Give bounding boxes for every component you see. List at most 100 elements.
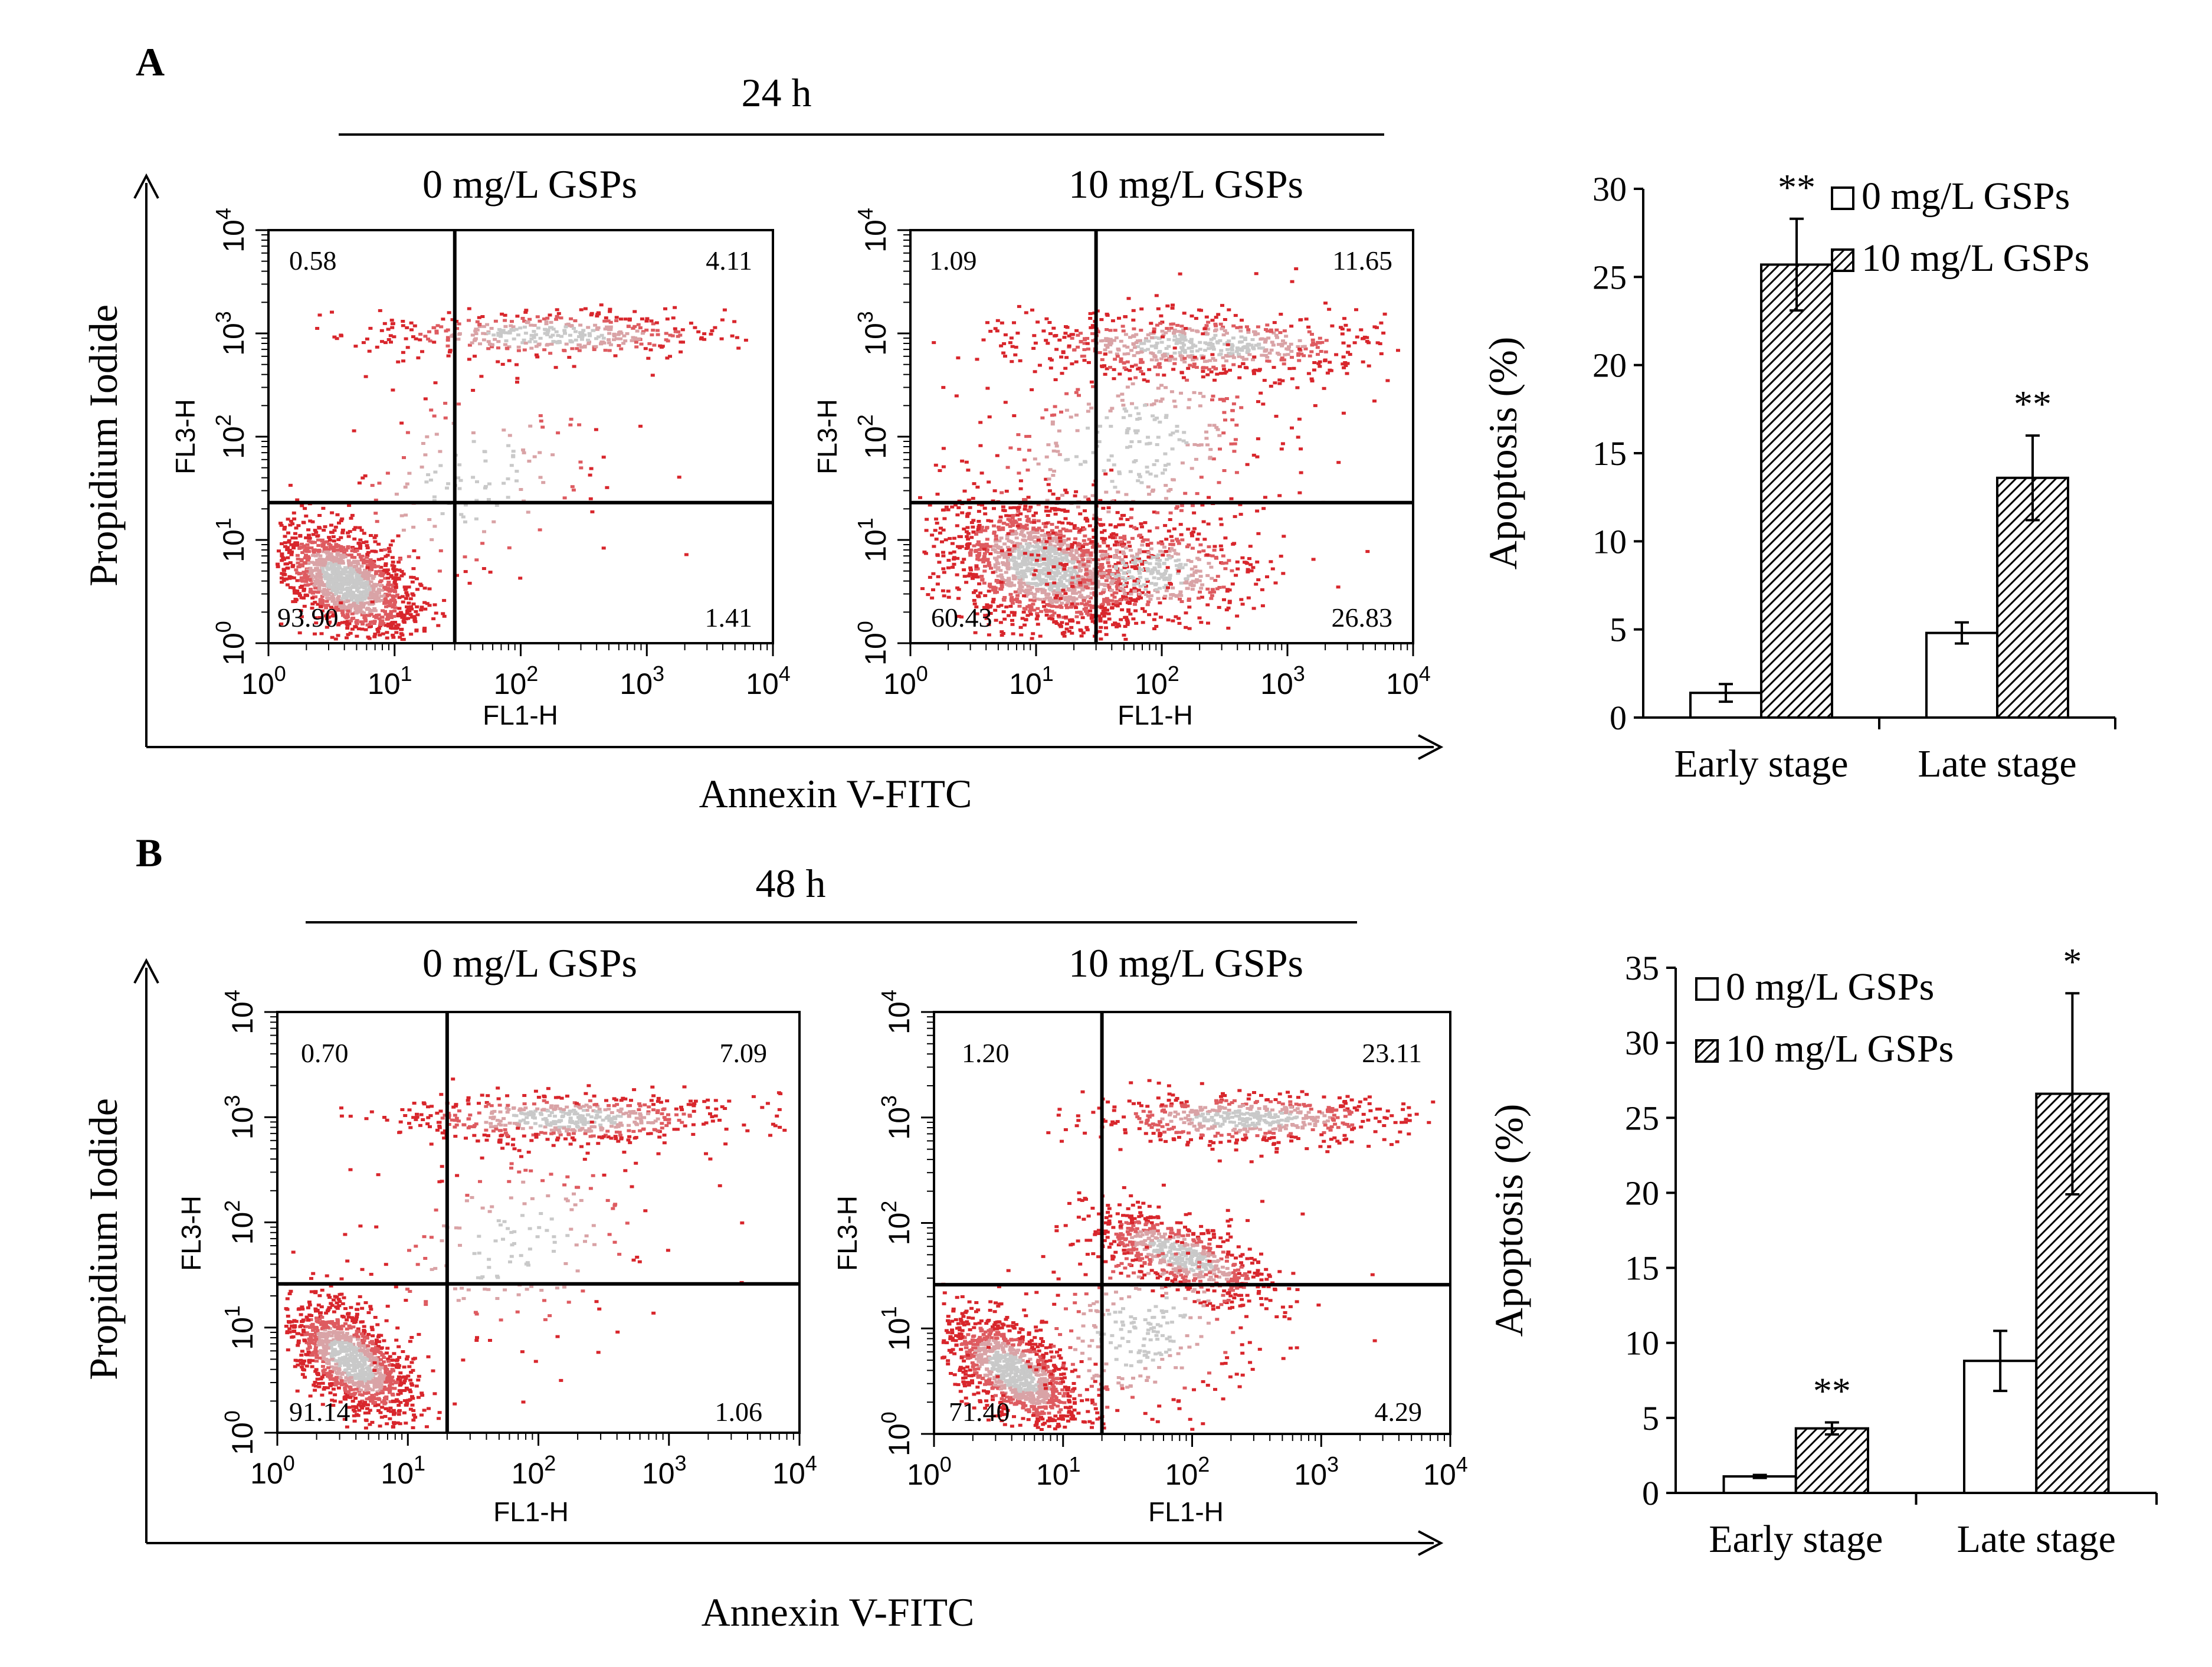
event-dot	[1139, 361, 1143, 364]
event-dot	[1168, 511, 1173, 515]
event-dot	[1152, 618, 1156, 621]
event-dot	[1086, 348, 1090, 351]
event-dot	[502, 482, 506, 485]
event-dot	[1070, 618, 1074, 621]
event-dot	[1120, 608, 1125, 611]
event-dot	[993, 563, 998, 566]
event-dot	[1079, 613, 1084, 616]
event-dot	[332, 549, 336, 553]
event-dot	[1053, 556, 1058, 559]
event-dot	[1181, 330, 1185, 334]
event-dot	[1131, 342, 1136, 345]
event-dot	[1011, 514, 1015, 517]
event-dot	[1012, 611, 1017, 614]
event-dot	[946, 559, 951, 562]
event-dot	[1137, 566, 1142, 569]
event-dot	[1158, 365, 1162, 369]
event-dot	[1224, 608, 1229, 611]
event-dot	[996, 551, 1001, 554]
event-dot	[1207, 424, 1212, 427]
event-dot	[313, 587, 317, 589]
event-dot	[1104, 490, 1109, 494]
event-dot	[1210, 588, 1215, 591]
event-dot	[622, 334, 627, 338]
event-dot	[976, 528, 981, 531]
event-dot	[1101, 506, 1106, 510]
event-dot	[1142, 610, 1147, 613]
event-dot	[491, 333, 496, 337]
event-dot	[978, 530, 983, 533]
event-dot	[356, 627, 361, 631]
event-dot	[1139, 307, 1144, 311]
event-dot	[365, 581, 369, 585]
event-dot	[1284, 335, 1289, 338]
event-dot	[1052, 549, 1057, 552]
event-dot	[1174, 506, 1179, 510]
event-dot	[328, 562, 333, 565]
event-dot	[1110, 606, 1115, 610]
event-dot	[1007, 553, 1012, 556]
event-dot	[1033, 457, 1037, 461]
event-dot	[1078, 628, 1083, 631]
event-dot	[951, 565, 955, 569]
event-dot	[1263, 338, 1268, 341]
event-dot	[1024, 435, 1029, 438]
event-dot	[463, 555, 467, 559]
event-dot	[1156, 541, 1161, 545]
event-dot	[1346, 351, 1350, 354]
event-dot	[1087, 524, 1092, 528]
event-dot	[431, 617, 436, 621]
event-dot	[1180, 538, 1185, 542]
event-dot	[1042, 537, 1047, 541]
event-dot	[1361, 360, 1365, 363]
event-dot	[306, 558, 310, 562]
event-dot	[326, 584, 330, 588]
event-dot	[1106, 612, 1111, 615]
event-dot	[1038, 588, 1043, 591]
event-dot	[1289, 325, 1294, 328]
event-dot	[1044, 522, 1048, 525]
event-dot	[1057, 548, 1062, 551]
event-dot	[1125, 360, 1130, 363]
event-dot	[1202, 538, 1207, 541]
event-dot	[509, 464, 514, 467]
event-dot	[325, 625, 329, 629]
event-dot	[371, 561, 375, 564]
event-dot	[317, 514, 322, 517]
event-dot	[1248, 545, 1253, 548]
event-dot	[1169, 390, 1174, 394]
event-dot	[992, 507, 996, 510]
event-dot	[1296, 345, 1300, 348]
event-dot	[1053, 334, 1057, 338]
event-dot	[443, 401, 448, 405]
event-dot	[965, 530, 969, 533]
event-dot	[314, 566, 319, 570]
event-dot	[1054, 567, 1059, 571]
event-dot	[1215, 428, 1220, 431]
event-dot	[371, 593, 375, 597]
event-dot	[1014, 345, 1018, 349]
event-dot	[639, 342, 644, 346]
event-dot	[401, 528, 406, 532]
event-dot	[1058, 536, 1062, 539]
event-dot	[1155, 323, 1159, 327]
event-dot	[586, 326, 591, 329]
event-dot	[1170, 447, 1175, 451]
event-dot	[1053, 552, 1058, 555]
event-dot	[1018, 487, 1023, 490]
event-dot	[665, 356, 670, 360]
event-dot	[1084, 568, 1089, 571]
event-dot	[1283, 353, 1287, 356]
event-dot	[1168, 597, 1173, 600]
event-dot	[1121, 589, 1126, 592]
event-dot	[393, 600, 397, 604]
event-dot	[1097, 630, 1102, 633]
event-dot	[1105, 346, 1110, 349]
event-dot	[928, 575, 932, 579]
event-dot	[548, 352, 553, 355]
event-dot	[920, 587, 925, 590]
event-dot	[382, 571, 386, 575]
event-dot	[358, 538, 363, 542]
event-dot	[1249, 569, 1254, 572]
event-dot	[1123, 333, 1128, 336]
